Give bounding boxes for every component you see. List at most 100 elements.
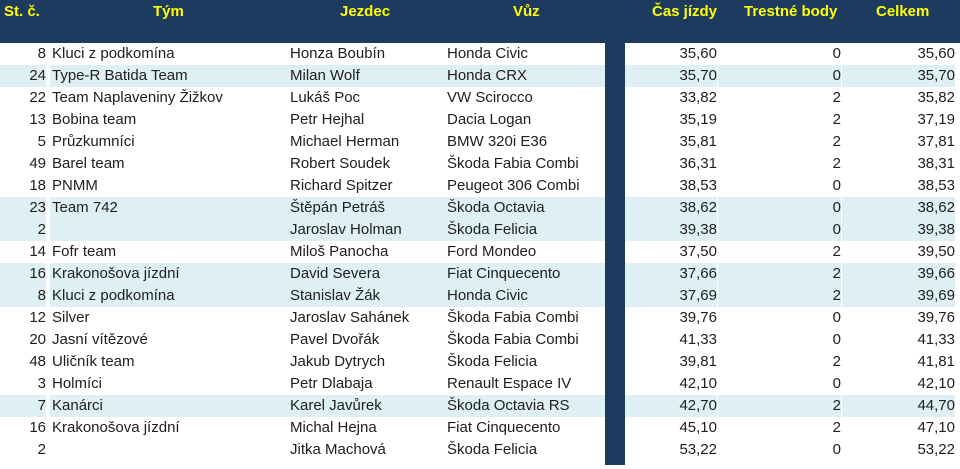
team-cell: Krakonošova jízdní [52,419,180,436]
driver-cell: Petr Hejhal [290,111,365,128]
table-row: 8 Kluci z podkomína Honza Boubín Honda Civi… [0,43,960,65]
car-cell: Peugeot 306 Combi [447,177,580,194]
penalty-cell: 0 [832,375,841,392]
car-cell: Renault Espace IV [447,375,572,392]
penalty-cell: 2 [832,111,841,128]
driver-cell: Petr Dlabaja [290,375,373,392]
team-cell: Uličník team [52,353,135,370]
driver-cell: Jaroslav Sahánek [290,309,410,326]
total-cell: 37,81 [917,133,955,150]
driver-cell: Richard Spitzer [290,177,393,194]
start-number-cell: 7 [0,395,46,417]
time-cell: 37,50 [679,243,717,260]
table-row: 7 Kanárci Karel Javůrek Škoda Octavia RS 42,… [0,395,960,417]
team-cell: Silver [52,309,90,326]
header-driver: Jezdec [340,3,391,20]
car-cell: Škoda Octavia [443,197,609,219]
penalty-cell: 2 [718,395,841,417]
time-cell: 38,53 [679,177,717,194]
penalty-cell: 2 [832,353,841,370]
team-cell: Jasní vítězové [52,331,148,348]
header-car: Vůz [513,3,540,20]
car-cell: Škoda Felicia [447,353,538,370]
total-cell: 42,10 [917,375,955,392]
start-number-cell: 16 [29,419,46,436]
team-cell: Holmíci [52,375,103,392]
table-row: 8 Kluci z podkomína Stanislav Žák Honda Civ… [0,285,960,307]
start-number-cell: 12 [29,309,46,326]
team-cell: Type-R Batida Team [50,65,288,87]
car-cell: Ford Mondeo [447,243,537,260]
total-cell: 35,60 [917,45,955,62]
header-total: Celkem [876,3,930,20]
time-cell: 35,81 [679,133,717,150]
driver-cell: Jakub Dytrych [290,353,386,370]
time-cell: 39,38 [625,219,717,241]
driver-cell: Pavel Dvořák [290,331,380,348]
total-cell: 37,19 [917,111,955,128]
table-header: St. č. Tým Jezdec Vůz Čas jízdy Trestné … [0,0,960,24]
total-cell: 47,10 [917,419,955,436]
table-row: 24 Type-R Batida Team Milan Wolf Honda CRX 3… [0,65,960,87]
time-cell: 42,70 [625,395,717,417]
start-number-cell: 5 [37,133,46,150]
table-row: 48 Uličník team Jakub Dytrych Škoda Felicia… [0,351,960,373]
column-divider [605,0,625,465]
team-cell: Kluci z podkomína [52,45,175,62]
car-cell: Škoda Fabia Combi [447,155,579,172]
start-number-cell: 13 [29,111,46,128]
table-row: 18 PNMM Richard Spitzer Peugeot 306 Combi 38… [0,175,960,197]
time-cell: 35,60 [679,45,717,62]
driver-cell: Jaroslav Holman [286,219,446,241]
start-number-cell: 14 [29,243,46,260]
table-row: 12 Silver Jaroslav Sahánek Škoda Fabia Comb… [0,307,960,329]
time-cell: 45,10 [679,419,717,436]
total-cell: 39,38 [842,219,955,241]
time-cell: 53,22 [679,441,717,458]
start-number-cell: 3 [37,375,46,392]
table-row: 49 Barel team Robert Soudek Škoda Fabia Com… [0,153,960,175]
penalty-cell: 0 [832,441,841,458]
start-number-cell: 8 [37,45,46,62]
penalty-cell: 0 [718,219,841,241]
start-number-cell: 49 [29,155,46,172]
penalty-cell: 2 [832,155,841,172]
car-cell: Škoda Octavia RS [443,395,609,417]
start-number-cell: 2 [0,219,46,241]
time-cell: 37,66 [625,263,717,285]
total-cell: 35,82 [917,89,955,106]
driver-cell: Michal Hejna [290,419,377,436]
total-cell: 44,70 [842,395,955,417]
team-cell: Kanárci [50,395,288,417]
team-cell: Krakonošova jízdní [50,263,288,285]
car-cell: Dacia Logan [447,111,532,128]
time-cell: 37,69 [625,285,717,307]
team-cell: Průzkumníci [52,133,135,150]
time-cell: 33,82 [679,89,717,106]
team-cell: Team Naplaveniny Žižkov [52,89,223,106]
table-row: 2 Jitka Machová Škoda Felicia 53,22 0 53,22 [0,439,960,461]
start-number-cell: 8 [0,285,46,307]
time-cell: 39,76 [679,309,717,326]
penalty-cell: 0 [718,65,841,87]
total-cell: 35,70 [842,65,955,87]
table-row: 23 Team 742 Štěpán Petráš Škoda Octavia 38,6… [0,197,960,219]
start-number-cell: 23 [0,197,46,219]
time-cell: 41,33 [679,331,717,348]
total-cell: 38,62 [842,197,955,219]
total-cell: 39,69 [842,285,955,307]
time-cell: 35,70 [625,65,717,87]
header-start-number: St. č. [4,3,40,20]
driver-cell: Jitka Machová [290,441,386,458]
total-cell: 38,31 [917,155,955,172]
car-cell: Škoda Fabia Combi [447,331,579,348]
driver-cell: Robert Soudek [290,155,391,172]
header-band [0,24,960,43]
penalty-cell: 0 [832,177,841,194]
car-cell: Škoda Fabia Combi [447,309,579,326]
car-cell: Fiat Cinquecento [443,263,609,285]
car-cell: VW Scirocco [447,89,533,106]
total-cell: 38,53 [917,177,955,194]
header-penalty: Trestné body [744,3,838,20]
penalty-cell: 0 [832,309,841,326]
